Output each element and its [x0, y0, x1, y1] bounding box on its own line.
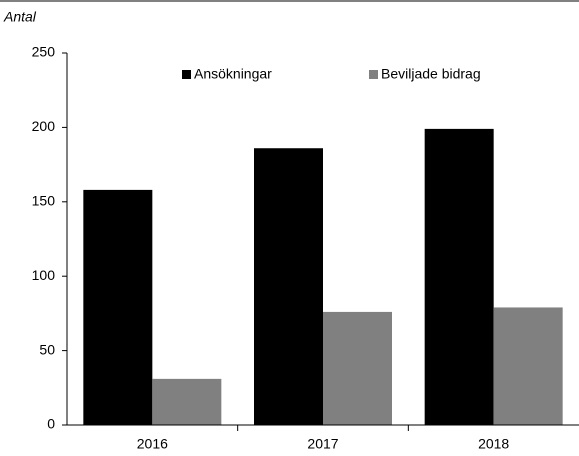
- legend-label: Ansökningar: [194, 66, 272, 82]
- legend-label: Beviljade bidrag: [381, 66, 481, 82]
- y-tick-label: 0: [47, 416, 55, 432]
- bar: [323, 311, 392, 425]
- bar: [424, 128, 494, 425]
- y-tick-label: 150: [32, 193, 56, 209]
- bar: [152, 378, 222, 425]
- bar: [493, 307, 563, 425]
- bar: [254, 148, 323, 425]
- x-tick-label: 2016: [137, 436, 168, 452]
- y-tick-label: 200: [32, 118, 56, 134]
- x-tick-label: 2017: [307, 436, 338, 452]
- y-tick-label: 50: [39, 341, 55, 357]
- bar: [83, 189, 153, 425]
- y-axis-label: Antal: [3, 9, 37, 25]
- legend-swatch: [369, 70, 378, 79]
- y-tick-label: 250: [32, 44, 56, 60]
- legend-swatch: [182, 70, 191, 79]
- y-tick-label: 100: [32, 267, 56, 283]
- x-tick-label: 2018: [478, 436, 509, 452]
